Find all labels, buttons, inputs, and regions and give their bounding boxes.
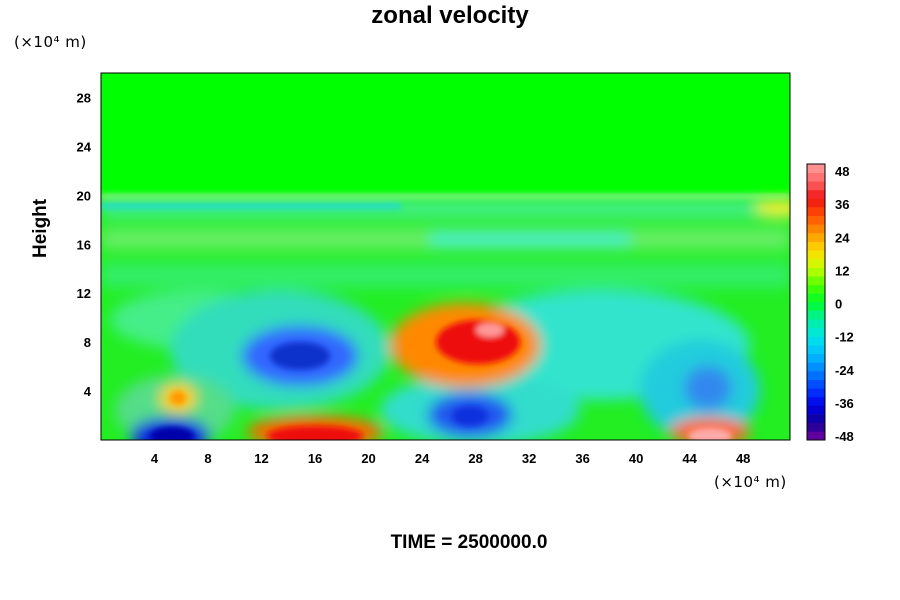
x-tick-label: 12 — [254, 451, 268, 466]
y-ticks: 4 8 12 16 20 24 28 — [77, 90, 92, 399]
colorbar-swatch — [807, 164, 825, 173]
x-tick-label: 4 — [151, 451, 159, 466]
colorbar-frame — [806, 163, 826, 441]
colorbar-swatch — [807, 215, 825, 225]
colorbar-swatch — [807, 276, 825, 286]
x-tick-label: 48 — [736, 451, 750, 466]
colorbar: 48 36 24 12 0 -12 -24 -36 -48 — [806, 163, 855, 444]
colorbar-swatch — [807, 327, 825, 337]
y-tick-label: 16 — [77, 237, 91, 252]
colorbar-swatch — [807, 362, 825, 372]
colorbar-tick-label: 36 — [835, 197, 849, 212]
x-tick-label: 16 — [308, 451, 322, 466]
y-tick-label: 20 — [77, 188, 91, 203]
x-tick-label: 36 — [575, 451, 589, 466]
colorbar-swatch — [807, 310, 825, 320]
colorbar-swatch — [807, 431, 825, 441]
colorbar-tick-label: 0 — [835, 297, 842, 312]
colorbar-tick-label: 24 — [835, 230, 850, 245]
colorbar-swatch — [807, 172, 825, 182]
x-ticks: 4 8 12 16 20 24 28 32 36 40 44 48 — [151, 451, 751, 466]
colorbar-swatch — [807, 345, 825, 355]
colorbar-swatch — [807, 198, 825, 208]
colorbar-swatch — [807, 405, 825, 415]
colorbar-swatch — [807, 250, 825, 260]
colorbar-swatch — [807, 414, 825, 424]
time-label: TIME = 2500000.0 — [390, 532, 548, 553]
colorbar-swatch — [807, 371, 825, 380]
velocity-field — [101, 73, 790, 440]
x-unit-label: (×10⁴ m) — [714, 473, 787, 491]
x-tick-label: 20 — [361, 451, 375, 466]
colorbar-tick-label: -12 — [835, 330, 854, 345]
x-tick-label: 24 — [415, 451, 430, 466]
colorbar-tick-label: -48 — [835, 429, 854, 444]
y-tick-label: 24 — [77, 139, 92, 154]
x-tick-label: 8 — [204, 451, 211, 466]
colorbar-swatch — [807, 267, 825, 277]
chart-title: zonal velocity — [371, 2, 529, 29]
colorbar-tick-label: -24 — [835, 363, 855, 378]
colorbar-swatch — [807, 302, 825, 311]
colorbar-swatch — [807, 207, 825, 217]
x-tick-label: 44 — [682, 451, 697, 466]
colorbar-swatch — [807, 422, 825, 432]
colorbar-swatch — [807, 189, 825, 199]
colorbar-swatch — [807, 319, 825, 329]
colorbar-swatch — [807, 379, 825, 389]
y-unit-label: (×10⁴ m) — [14, 33, 87, 51]
x-tick-label: 28 — [468, 451, 482, 466]
x-tick-label: 32 — [522, 451, 536, 466]
colorbar-swatch — [807, 241, 825, 251]
colorbar-swatch — [807, 181, 825, 191]
colorbar-swatch — [807, 396, 825, 406]
colorbar-tick-label: 48 — [835, 164, 849, 179]
colorbar-swatch — [807, 293, 825, 303]
colorbar-swatch — [807, 353, 825, 363]
y-tick-label: 28 — [77, 90, 91, 105]
colorbar-tick-label: 12 — [835, 263, 849, 278]
colorbar-swatch — [807, 284, 825, 294]
y-tick-label: 8 — [84, 335, 91, 350]
colorbar-swatch — [807, 224, 825, 234]
colorbar-swatch — [807, 258, 825, 268]
plot-frame — [100, 72, 791, 441]
colorbar-swatch — [807, 336, 825, 346]
colorbar-swatch — [807, 388, 825, 398]
colorbar-swatch — [807, 233, 825, 242]
colorbar-tick-label: -36 — [835, 396, 854, 411]
y-tick-label: 4 — [84, 384, 92, 399]
x-tick-label: 40 — [629, 451, 643, 466]
y-tick-label: 12 — [77, 286, 91, 301]
